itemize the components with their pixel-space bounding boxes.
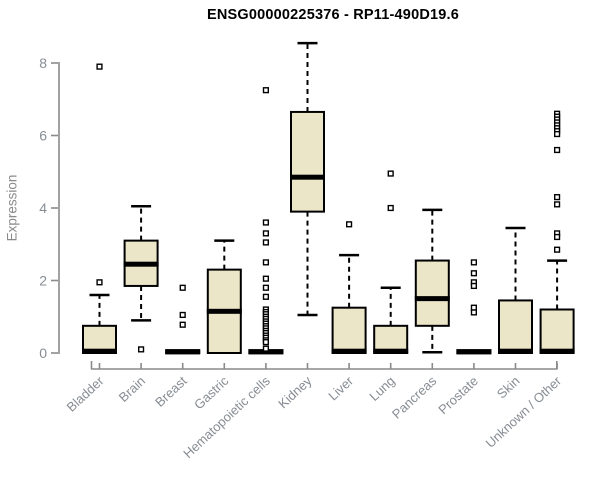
median-liver — [331, 348, 367, 354]
median-skin — [498, 348, 533, 354]
median-lung — [373, 348, 409, 354]
median-unknown-other — [539, 348, 575, 354]
outlier-lung — [387, 204, 394, 212]
outlier-unknown-other — [554, 233, 561, 241]
y-tick-label-4: 4 — [39, 200, 47, 216]
outlier-prostate — [470, 259, 478, 266]
outlier-bladder — [96, 279, 103, 286]
outlier-hematopoietic-cells — [262, 345, 270, 352]
outlier-hematopoietic-cells — [262, 87, 270, 94]
median-prostate — [456, 349, 492, 355]
category-label-liver: Liver — [325, 373, 356, 404]
outlier-prostate — [470, 309, 478, 316]
outlier-hematopoietic-cells — [262, 293, 270, 300]
category-label-kidney: Kidney — [275, 373, 315, 411]
outlier-prostate — [470, 270, 478, 277]
median-gastric — [206, 308, 242, 314]
box-unknown-other — [539, 308, 575, 354]
category-label-lung: Lung — [366, 373, 397, 404]
category-label-breast: Breast — [152, 373, 190, 410]
outlier-hematopoietic-cells — [262, 339, 270, 346]
box-bladder — [82, 324, 117, 354]
median-pancreas — [414, 296, 450, 302]
category-label-bladder: Bladder — [64, 373, 107, 415]
box-kidney — [290, 110, 325, 213]
median-hematopoietic-cells — [248, 349, 284, 355]
outlier-prostate — [470, 282, 478, 290]
y-tick-label-0: 0 — [39, 345, 47, 361]
outlier-breast — [179, 311, 186, 319]
outlier-unknown-other — [554, 194, 561, 201]
outlier-hematopoietic-cells — [262, 284, 270, 291]
box-liver — [331, 306, 367, 354]
median-breast — [165, 349, 201, 355]
outlier-hematopoietic-cells — [262, 259, 270, 266]
median-bladder — [82, 348, 117, 354]
box-pancreas — [414, 259, 450, 327]
outlier-hematopoietic-cells — [262, 275, 270, 282]
category-label-prostate: Prostate — [435, 373, 481, 417]
category-label-pancreas: Pancreas — [389, 373, 440, 422]
category-label-gastric: Gastric — [191, 373, 232, 412]
outlier-unknown-other — [554, 130, 561, 138]
outlier-hematopoietic-cells — [262, 239, 270, 246]
category-label-skin: Skin — [494, 373, 523, 401]
category-label-unknown-other: Unknown / Other — [483, 373, 565, 451]
outlier-hematopoietic-cells — [262, 230, 270, 237]
outlier-unknown-other — [554, 146, 561, 154]
y-tick-label-6: 6 — [39, 128, 47, 144]
box-lung — [373, 324, 409, 354]
chart-title: ENSG00000225376 - RP11-490D19.6 — [206, 7, 460, 23]
outlier-breast — [179, 284, 186, 291]
outlier-unknown-other — [554, 246, 561, 253]
outlier-bladder — [96, 63, 103, 70]
outlier-brain — [137, 346, 145, 353]
median-brain — [123, 261, 159, 267]
box-skin — [498, 299, 533, 354]
category-label-brain: Brain — [116, 373, 148, 405]
outlier-hematopoietic-cells — [262, 219, 270, 226]
outlier-breast — [179, 321, 186, 328]
y-tick-label-8: 8 — [39, 55, 47, 71]
outlier-lung — [387, 170, 394, 177]
median-kidney — [290, 174, 325, 180]
y-tick-label-2: 2 — [39, 273, 47, 289]
outlier-liver — [346, 221, 353, 228]
outlier-unknown-other — [554, 201, 561, 208]
